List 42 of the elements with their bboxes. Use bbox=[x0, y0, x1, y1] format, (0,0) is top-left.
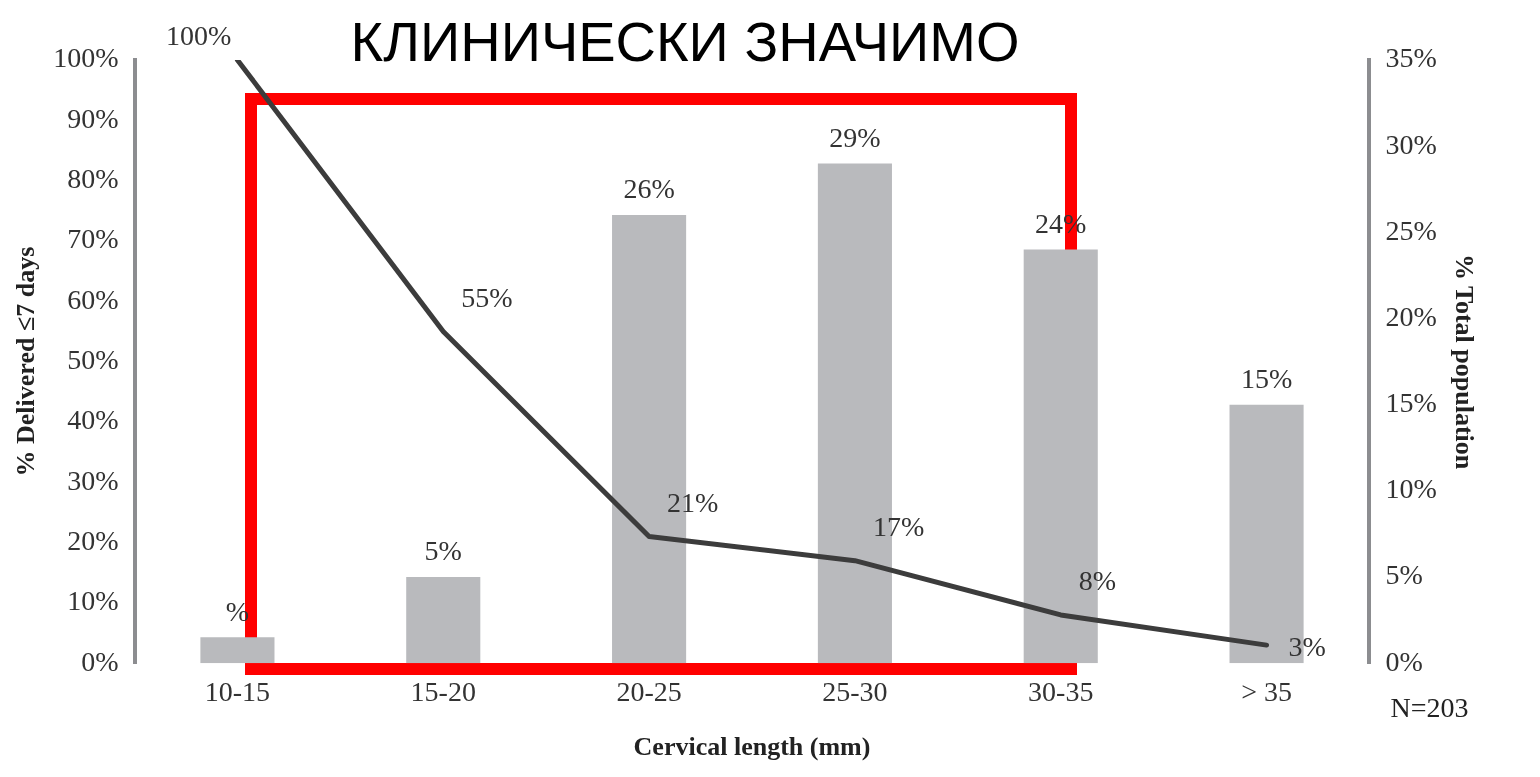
data-label: 26% bbox=[623, 173, 675, 205]
y-tick-label: 90% bbox=[67, 102, 119, 134]
bar bbox=[200, 637, 275, 664]
x-tick-label: 10-15 bbox=[204, 676, 271, 708]
y-tick-label: 20% bbox=[67, 524, 119, 556]
y2-tick-label: 15% bbox=[1385, 387, 1437, 419]
x-axis-title: Cervical length (mm) bbox=[633, 732, 871, 762]
y2-axis-title: % Total population bbox=[1449, 253, 1479, 470]
y2-tick-label: 20% bbox=[1385, 300, 1437, 332]
x-tick-label: > 35 bbox=[1241, 676, 1292, 708]
x-tick-label: 15-20 bbox=[410, 676, 476, 708]
x-tick-label: 25-30 bbox=[822, 676, 888, 708]
chart-title: КЛИНИЧЕСКИ ЗНАЧИМО bbox=[350, 10, 1020, 74]
data-label: 55% bbox=[461, 281, 513, 313]
y-tick-label: 100% bbox=[53, 42, 119, 74]
y-tick-label: 50% bbox=[67, 343, 119, 375]
x-tick-label: 30-35 bbox=[1028, 676, 1094, 708]
y2-tick-label: 0% bbox=[1385, 645, 1423, 677]
y2-tick-label: 35% bbox=[1385, 42, 1437, 74]
data-label: 8% bbox=[1078, 565, 1117, 597]
bar bbox=[406, 577, 481, 664]
y-tick-label: 10% bbox=[67, 585, 119, 617]
data-label: 29% bbox=[829, 121, 881, 153]
y2-tick-label: 10% bbox=[1385, 473, 1437, 505]
data-label: 17% bbox=[872, 511, 925, 543]
y-tick-label: 40% bbox=[67, 404, 119, 436]
data-label: 100% bbox=[166, 20, 232, 52]
data-label: 3% bbox=[1288, 631, 1326, 663]
text: N=203 bbox=[1390, 691, 1469, 723]
data-label: 15% bbox=[1240, 363, 1293, 395]
y-tick-label: 60% bbox=[67, 283, 119, 315]
y-tick-label: 30% bbox=[67, 464, 119, 496]
data-label: 5% bbox=[424, 535, 462, 567]
y-axis-title: % Delivered ≤7 days bbox=[11, 246, 41, 477]
y2-tick-label: 5% bbox=[1385, 559, 1423, 591]
y-tick-label: 70% bbox=[67, 223, 119, 255]
y2-tick-label: 30% bbox=[1385, 128, 1437, 160]
y2-tick-label: 25% bbox=[1385, 214, 1437, 246]
y-tick-label: 0% bbox=[81, 645, 119, 677]
data-label: 21% bbox=[667, 486, 719, 518]
y-tick-label: 80% bbox=[67, 163, 119, 194]
x-tick-label: 20-25 bbox=[616, 676, 682, 708]
